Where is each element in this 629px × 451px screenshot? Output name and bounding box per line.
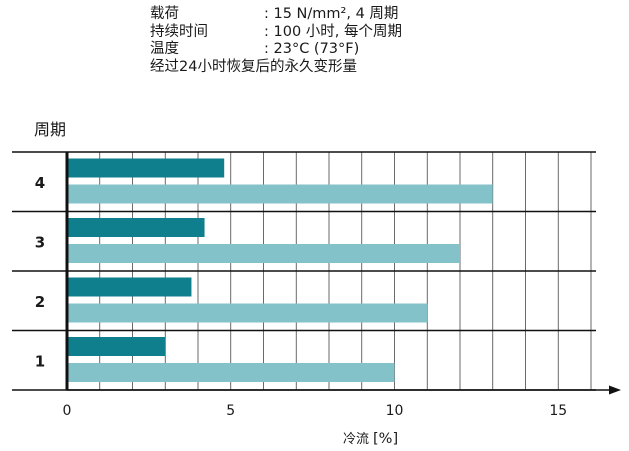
x-tick-label: 5 (226, 403, 235, 419)
bar-series-2-cycle-1 (68, 363, 395, 382)
info-label: 持续时间 (150, 23, 208, 40)
info-label: 温度 (150, 41, 179, 57)
category-label: 1 (35, 352, 45, 370)
category-label: 4 (35, 174, 45, 192)
bar-series-1-cycle-2 (68, 277, 192, 297)
category-label: 3 (35, 233, 45, 251)
x-axis-label: 冷流 [%] (343, 428, 398, 447)
bar-series-2-cycle-4 (68, 184, 493, 204)
info-value: : 23°C (73°F) (264, 41, 360, 57)
x-tick-label: 15 (549, 403, 567, 419)
x-tick-label: 10 (386, 403, 404, 419)
category-axis-title: 周期 (34, 120, 67, 139)
info-row-duration: 持续时间 : 100 小时, 每个周期 (150, 24, 402, 42)
x-axis-title: 冷流 (343, 432, 370, 447)
info-footer: 经过24小时恢复后的永久变形量 (150, 58, 357, 75)
info-value: : 100 小时, 每个周期 (264, 23, 402, 40)
bar-series-2-cycle-3 (68, 244, 460, 263)
info-value: : 15 N/mm², 4 周期 (264, 6, 399, 22)
info-row-load: 载荷 : 15 N/mm², 4 周期 (150, 6, 402, 24)
info-label: 载荷 (150, 6, 179, 22)
bar-series-1-cycle-3 (68, 218, 205, 237)
test-conditions: 载荷 : 15 N/mm², 4 周期 持续时间 : 100 小时, 每个周期 … (150, 6, 402, 76)
info-row-temperature: 温度 : 23°C (73°F) (150, 41, 402, 59)
bar-series-1-cycle-4 (68, 158, 225, 178)
x-axis-unit: [%] (373, 431, 399, 447)
x-tick-label: 0 (63, 403, 72, 419)
category-label: 2 (35, 293, 45, 311)
bar-series-2-cycle-2 (68, 303, 428, 323)
bar-series-1-cycle-1 (68, 337, 166, 356)
x-axis-arrow (609, 385, 621, 395)
